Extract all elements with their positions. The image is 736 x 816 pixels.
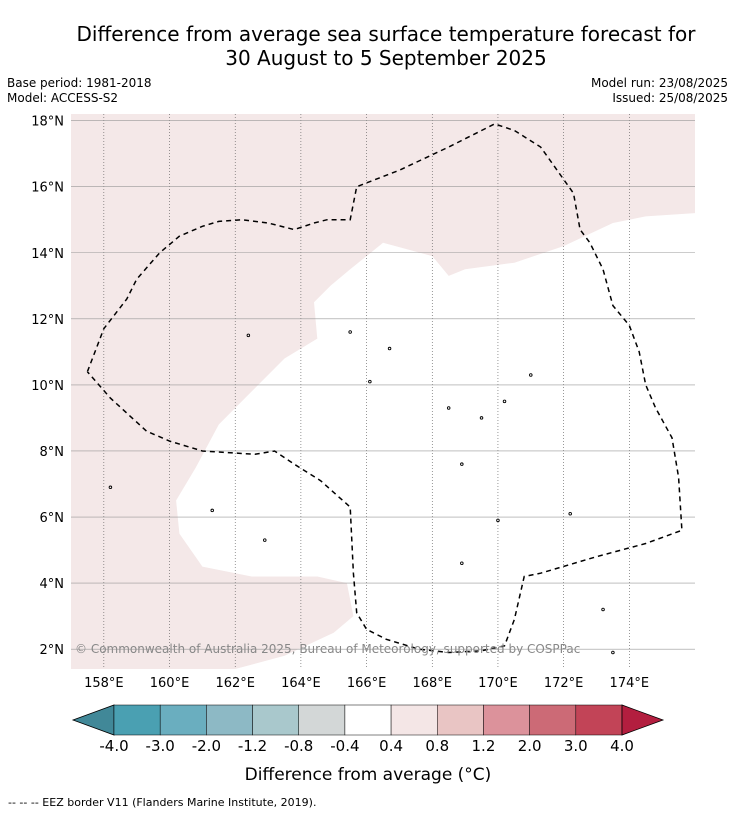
y-tick-label: 6°N [40, 511, 65, 526]
island-outline-7 [529, 373, 533, 377]
colorbar-extend-high [621, 704, 665, 736]
title-line-2: 30 August to 5 September 2025 [225, 46, 547, 70]
x-tick-label: 160°E [150, 676, 190, 691]
colorbar-tick-label: 0.4 [379, 737, 403, 755]
colorbar-extend-low [71, 704, 115, 736]
y-tick-label: 4°N [40, 577, 65, 592]
model-name: Model: ACCESS-S2 [7, 91, 119, 105]
colorbar-segment [483, 704, 530, 736]
colorbar-segment [252, 704, 299, 736]
colorbar-tick-label: 2.0 [518, 737, 542, 755]
island-outline-12 [601, 607, 605, 612]
title-line-1: Difference from average sea surface temp… [76, 22, 696, 46]
meta-right: Model run: 23/08/2025 Issued: 25/08/2025 [591, 76, 728, 106]
colorbar-segment [298, 704, 346, 736]
model-run: Model run: 23/08/2025 [590, 76, 728, 90]
colorbar-tick-label: 3.0 [564, 737, 588, 755]
colorbar-segment [529, 704, 577, 736]
colorbar-label: Difference from average (°C) [245, 765, 492, 785]
eez-footnote: -- -- -- EEZ border V11 (Flanders Marine… [8, 796, 317, 809]
island-outline-8 [460, 462, 464, 466]
colorbar-segment [575, 704, 623, 736]
neutral-anomaly-region [176, 213, 695, 669]
colorbar-tick-label: -0.8 [284, 737, 313, 755]
y-tick-label: 12°N [31, 313, 64, 328]
island-outline-10 [568, 511, 572, 516]
base-period: Base period: 1981-2018 [7, 76, 152, 90]
island-outline-5 [479, 416, 484, 420]
colorbar-tick-label: -2.0 [192, 737, 221, 755]
island-outline-14 [348, 330, 352, 334]
colorbar-tick-label: -3.0 [146, 737, 175, 755]
colorbar-tick-label: -0.4 [330, 737, 359, 755]
eez-border [86, 123, 683, 654]
meta-left: Base period: 1981-2018 Model: ACCESS-S2 [7, 76, 152, 106]
plot-area [71, 114, 695, 669]
x-tick-label: 174°E [610, 676, 650, 691]
colorbar-segment [113, 704, 161, 736]
island-outline-16 [108, 485, 113, 490]
island-outline-4 [446, 406, 451, 410]
x-tick-label: 164°E [281, 676, 321, 691]
y-tick-label: 2°N [40, 643, 65, 658]
y-tick-label: 14°N [31, 247, 64, 262]
x-tick-label: 172°E [544, 676, 584, 691]
x-tick-label: 162°E [215, 676, 255, 691]
y-tick-label: 10°N [31, 379, 64, 394]
island-outline-3 [368, 379, 372, 384]
colorbar-segment [437, 704, 484, 736]
issued-date: Issued: 25/08/2025 [612, 91, 728, 105]
colorbar-tick-label: 0.8 [425, 737, 449, 755]
island-outline-15 [246, 333, 251, 338]
island-outline-0 [210, 508, 214, 513]
y-tick-label: 8°N [40, 445, 65, 460]
y-tick-label: 16°N [31, 181, 64, 196]
colorbar-tick-label: 4.0 [610, 737, 634, 755]
attribution-text: © Commonwealth of Australia 2025, Bureau… [75, 642, 580, 656]
colorbar-tick-label: -1.2 [238, 737, 267, 755]
x-tick-label: 170°E [478, 676, 518, 691]
island-outline-2 [387, 346, 392, 351]
island-outline-11 [460, 561, 464, 566]
chart-title: Difference from average sea surface temp… [0, 22, 736, 70]
x-tick-label: 166°E [347, 676, 387, 691]
colorbar-tick-label: -4.0 [99, 737, 128, 755]
colorbar-segment [344, 704, 392, 736]
colorbar-segment [159, 704, 207, 736]
colorbar-segment [206, 704, 253, 736]
colorbar-tick-label: 1.2 [472, 737, 496, 755]
y-tick-label: 18°N [31, 115, 64, 130]
island-outline-13 [611, 650, 615, 655]
x-tick-label: 168°E [412, 676, 452, 691]
island-outline-1 [263, 538, 267, 542]
island-outline-6 [502, 399, 507, 404]
x-tick-label: 158°E [84, 676, 124, 691]
colorbar-segment [390, 704, 438, 736]
